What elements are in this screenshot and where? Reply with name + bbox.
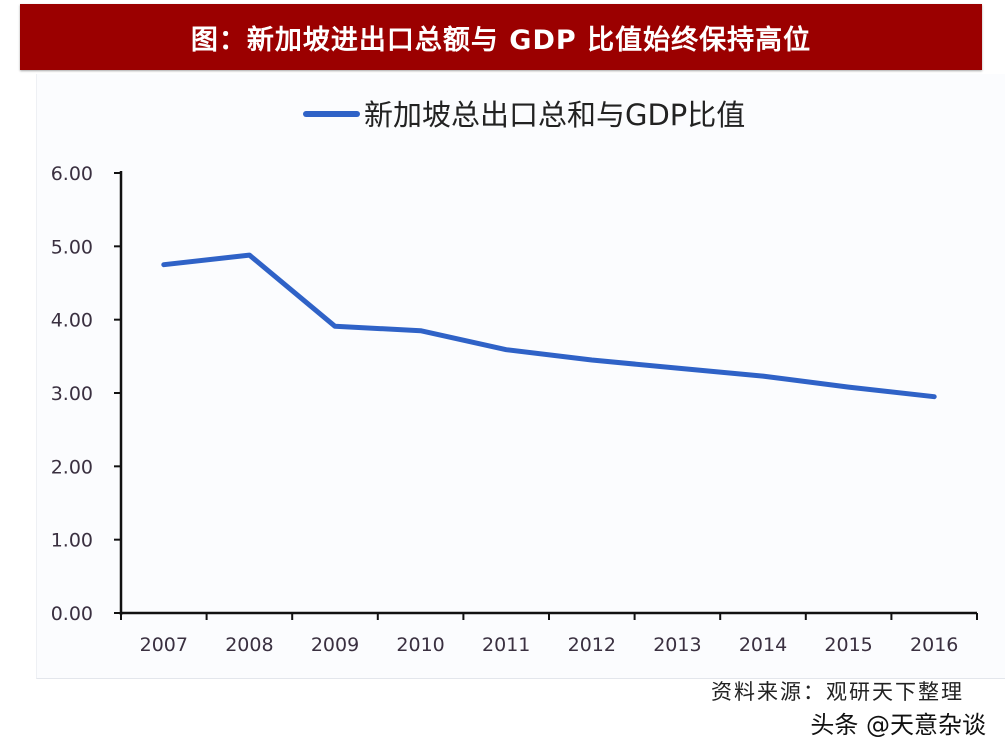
chart-panel (36, 74, 1005, 679)
x-tick-label: 2008 (225, 634, 273, 656)
x-tick-label: 2009 (311, 634, 359, 656)
chart-title-banner: 图：新加坡进出口总额与 GDP 比值始终保持高位 (20, 4, 982, 70)
x-tick-label: 2010 (396, 634, 444, 656)
data-series (161, 252, 937, 400)
y-axis: 0.00 1.00 2.00 3.00 4.00 5.00 6.00 (51, 163, 123, 625)
x-tick-label: 2007 (140, 634, 188, 656)
y-tick-label: 0.00 (51, 603, 93, 625)
y-tick-label: 1.00 (51, 530, 93, 552)
y-tick-label: 3.00 (51, 383, 93, 405)
y-tick-label: 6.00 (51, 163, 93, 185)
y-tick-label: 2.00 (51, 456, 93, 478)
legend-label: 新加坡总出口总和与GDP比值 (364, 98, 745, 132)
x-tick-label: 2015 (824, 634, 872, 656)
series-line (161, 252, 937, 400)
watermark: 头条 @天意杂谈 (810, 711, 986, 739)
chart-title: 图：新加坡进出口总额与 GDP 比值始终保持高位 (190, 24, 812, 56)
legend: 新加坡总出口总和与GDP比值 (303, 98, 745, 132)
y-tick-label: 4.00 (51, 310, 93, 332)
x-tick-label: 2011 (482, 634, 530, 656)
y-tick-label: 5.00 (51, 236, 93, 258)
source-note: 资料来源：观研天下整理 (711, 680, 964, 704)
x-tick-label: 2013 (653, 634, 701, 656)
x-tick-label: 2014 (739, 634, 787, 656)
x-tick-label: 2012 (568, 634, 616, 656)
x-axis: 2007 2008 2009 2010 2011 2012 2013 2014 2015 2016 (120, 611, 978, 656)
x-tick-label: 2016 (910, 634, 958, 656)
